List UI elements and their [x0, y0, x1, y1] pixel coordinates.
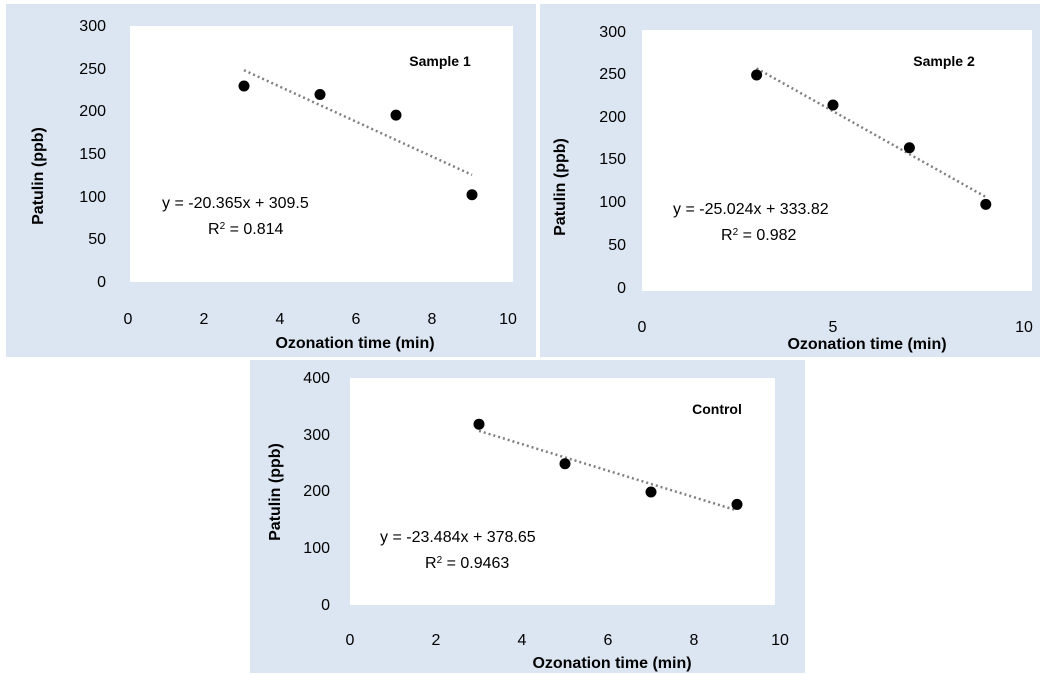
data-point [980, 198, 992, 210]
x-tick-label: 0 [124, 311, 133, 328]
y-tick-label: 0 [617, 280, 626, 297]
y-tick-labels: 0 100 200 300 400 [303, 370, 330, 614]
y-tick-label: 300 [79, 18, 106, 35]
sample-label: Sample 2 [913, 53, 975, 69]
x-tick-label: 2 [200, 311, 209, 328]
y-tick-label: 200 [79, 103, 106, 120]
r2-prefix: R [721, 227, 733, 244]
y-tick-label: 0 [321, 597, 330, 614]
y-tick-label: 100 [79, 189, 106, 206]
x-axis-title: Ozonation time (min) [275, 335, 434, 352]
x-tick-label: 0 [346, 632, 355, 649]
sample-label: Control [692, 401, 742, 417]
x-tick-label: 4 [518, 632, 527, 649]
x-tick-label: 6 [604, 632, 613, 649]
chart-svg-sample-1: 0 50 100 150 200 250 300 0 2 4 6 8 10 Sa… [30, 18, 517, 352]
y-tick-label: 150 [599, 151, 626, 168]
data-points [473, 418, 743, 510]
x-tick-label: 6 [352, 311, 361, 328]
x-tick-label: 10 [499, 311, 517, 328]
chart-panel-control: 0 100 200 300 400 0 2 4 6 8 10 Control y… [250, 360, 805, 673]
r-squared-label: R2 = 0.982 [721, 227, 797, 245]
x-tick-label: 0 [638, 319, 647, 336]
r2-value: = 0.9463 [442, 555, 509, 572]
r2-prefix: R [208, 221, 220, 238]
y-tick-labels: 0 50 100 150 200 250 300 [599, 24, 626, 297]
data-point [559, 458, 571, 470]
data-point [731, 498, 743, 510]
data-point [751, 69, 763, 81]
r2-exponent: 2 [733, 227, 739, 238]
r2-exponent: 2 [437, 555, 443, 566]
data-point [238, 80, 250, 92]
plot-area [642, 30, 1032, 291]
y-tick-label: 200 [303, 483, 330, 500]
data-point [645, 486, 657, 498]
y-tick-label: 50 [88, 231, 106, 248]
data-point [314, 89, 326, 101]
y-tick-label: 150 [79, 146, 106, 163]
x-tick-label: 10 [1015, 319, 1033, 336]
r2-prefix: R [425, 555, 437, 572]
x-tick-label: 2 [432, 632, 441, 649]
data-points [238, 80, 478, 201]
x-axis-title: Ozonation time (min) [532, 655, 691, 672]
r2-value: = 0.814 [225, 221, 283, 238]
regression-equation: y = -23.484x + 378.65 [380, 529, 536, 546]
r-squared-label: R2 = 0.9463 [425, 555, 509, 573]
chart-svg-sample-2: 0 50 100 150 200 250 300 0 5 10 Sample 2… [552, 24, 1033, 353]
data-points [751, 69, 992, 210]
y-tick-label: 250 [599, 66, 626, 83]
y-tick-label: 0 [97, 274, 106, 291]
x-tick-labels: 0 5 10 [638, 319, 1033, 336]
x-tick-label: 4 [276, 311, 285, 328]
data-point [903, 142, 915, 154]
trendline [478, 429, 738, 512]
y-tick-labels: 0 50 100 150 200 250 300 [79, 18, 106, 291]
trendline [755, 67, 987, 199]
x-tick-label: 8 [690, 632, 699, 649]
y-axis-title: Patulin (ppb) [267, 443, 284, 541]
x-tick-labels: 0 2 4 6 8 10 [346, 632, 789, 649]
y-tick-label: 400 [303, 370, 330, 387]
sample-label: Sample 1 [409, 53, 471, 69]
y-tick-label: 300 [599, 24, 626, 41]
x-tick-label: 10 [771, 632, 789, 649]
data-point [466, 189, 478, 201]
x-axis-title: Ozonation time (min) [787, 336, 946, 353]
y-tick-label: 250 [79, 61, 106, 78]
data-point [473, 418, 485, 430]
plot-area [350, 378, 775, 605]
x-tick-labels: 0 2 4 6 8 10 [124, 311, 517, 328]
y-axis-title: Patulin (ppb) [552, 138, 569, 236]
y-tick-label: 300 [303, 427, 330, 444]
trendline [243, 69, 473, 177]
plot-area [130, 26, 513, 282]
y-tick-label: 100 [599, 194, 626, 211]
data-point [390, 109, 402, 121]
data-point [827, 99, 839, 111]
chart-svg-control: 0 100 200 300 400 0 2 4 6 8 10 Control y… [267, 370, 789, 672]
y-tick-label: 100 [303, 540, 330, 557]
r2-exponent: 2 [220, 221, 226, 232]
x-tick-label: 5 [829, 319, 838, 336]
y-axis-title: Patulin (ppb) [30, 127, 47, 225]
regression-equation: y = -20.365x + 309.5 [162, 195, 309, 212]
chart-panel-sample-2: 0 50 100 150 200 250 300 0 5 10 Sample 2… [540, 4, 1040, 357]
regression-equation: y = -25.024x + 333.82 [673, 201, 829, 218]
y-tick-label: 200 [599, 109, 626, 126]
chart-panel-sample-1: 0 50 100 150 200 250 300 0 2 4 6 8 10 Sa… [6, 4, 536, 357]
x-tick-label: 8 [428, 311, 437, 328]
r2-value: = 0.982 [738, 227, 796, 244]
y-tick-label: 50 [608, 237, 626, 254]
r-squared-label: R2 = 0.814 [208, 221, 284, 239]
